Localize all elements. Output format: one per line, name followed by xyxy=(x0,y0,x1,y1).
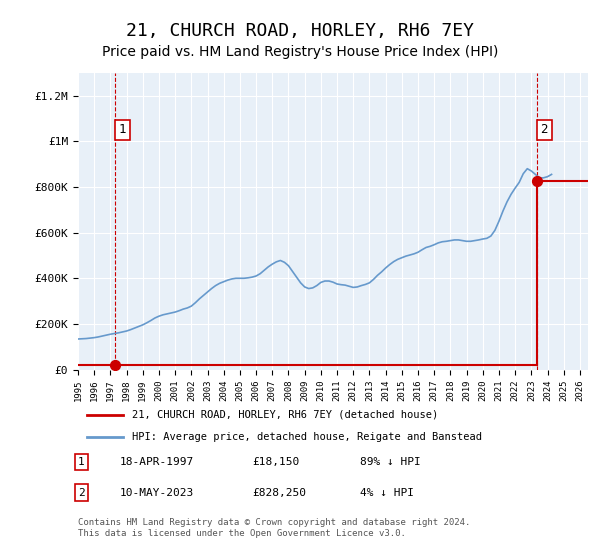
Text: 89% ↓ HPI: 89% ↓ HPI xyxy=(360,457,421,467)
Text: 4% ↓ HPI: 4% ↓ HPI xyxy=(360,488,414,498)
Text: 2: 2 xyxy=(541,123,548,137)
Point xyxy=(533,176,542,185)
Text: 18-APR-1997: 18-APR-1997 xyxy=(120,457,194,467)
Text: £18,150: £18,150 xyxy=(252,457,299,467)
Text: 21, CHURCH ROAD, HORLEY, RH6 7EY: 21, CHURCH ROAD, HORLEY, RH6 7EY xyxy=(126,22,474,40)
Text: HPI: Average price, detached house, Reigate and Banstead: HPI: Average price, detached house, Reig… xyxy=(132,432,482,442)
Text: 1: 1 xyxy=(118,123,126,137)
Text: 21, CHURCH ROAD, HORLEY, RH6 7EY (detached house): 21, CHURCH ROAD, HORLEY, RH6 7EY (detach… xyxy=(132,409,438,419)
Point xyxy=(110,361,120,370)
Text: 2: 2 xyxy=(78,488,85,498)
Text: £828,250: £828,250 xyxy=(252,488,306,498)
Text: 1: 1 xyxy=(78,457,85,467)
Text: Price paid vs. HM Land Registry's House Price Index (HPI): Price paid vs. HM Land Registry's House … xyxy=(102,45,498,59)
Text: 10-MAY-2023: 10-MAY-2023 xyxy=(120,488,194,498)
Text: Contains HM Land Registry data © Crown copyright and database right 2024.
This d: Contains HM Land Registry data © Crown c… xyxy=(78,518,470,538)
